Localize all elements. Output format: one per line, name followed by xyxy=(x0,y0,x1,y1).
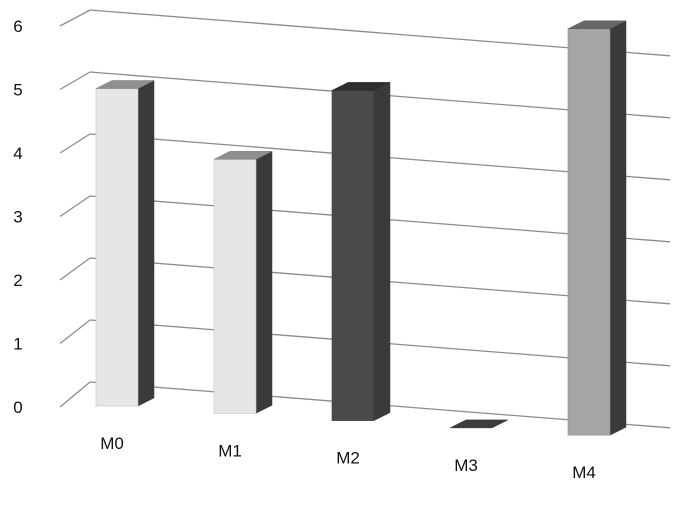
bar-front xyxy=(95,88,139,407)
gridline xyxy=(59,71,671,119)
y-tick-label: 4 xyxy=(13,144,22,163)
bar-top xyxy=(567,20,627,30)
bar-top xyxy=(449,419,509,429)
bar-side xyxy=(373,81,391,422)
gridline xyxy=(59,257,671,305)
y-tick-label: 2 xyxy=(13,271,22,290)
x-category-label: M1 xyxy=(218,441,242,460)
x-axis-categories: M0 M1 M2 M3 M4 xyxy=(100,434,596,482)
y-tick-label: 1 xyxy=(13,335,22,354)
bar-M0 xyxy=(95,80,155,407)
y-tick-label: 3 xyxy=(13,208,22,227)
y-tick-label: 6 xyxy=(13,17,22,36)
bar-front xyxy=(331,90,375,421)
bar-side xyxy=(137,80,155,407)
x-category-label: M3 xyxy=(454,456,478,475)
bar-top xyxy=(213,151,273,160)
gridline xyxy=(59,133,671,181)
bar-side xyxy=(609,20,627,436)
bar-side xyxy=(255,150,273,414)
bar-M4 xyxy=(567,20,627,436)
gridlines xyxy=(59,9,671,429)
x-category-label: M2 xyxy=(336,449,360,468)
bar-M3 xyxy=(449,419,509,429)
x-category-label: M4 xyxy=(572,463,596,482)
bar-M2 xyxy=(331,81,391,422)
bar-top xyxy=(331,82,391,91)
bar-top xyxy=(95,80,155,89)
y-axis-ticks: 0 1 2 3 4 5 6 xyxy=(13,17,22,417)
gridline xyxy=(59,381,671,429)
y-tick-label: 0 xyxy=(13,398,22,417)
bar-front xyxy=(213,159,257,414)
gridline xyxy=(59,319,671,367)
gridline xyxy=(59,9,671,57)
bar-M1 xyxy=(213,150,273,414)
x-category-label: M0 xyxy=(100,434,124,453)
y-tick-label: 5 xyxy=(13,81,22,100)
gridline xyxy=(59,195,671,243)
bars xyxy=(95,20,627,436)
bar-front xyxy=(567,28,611,436)
